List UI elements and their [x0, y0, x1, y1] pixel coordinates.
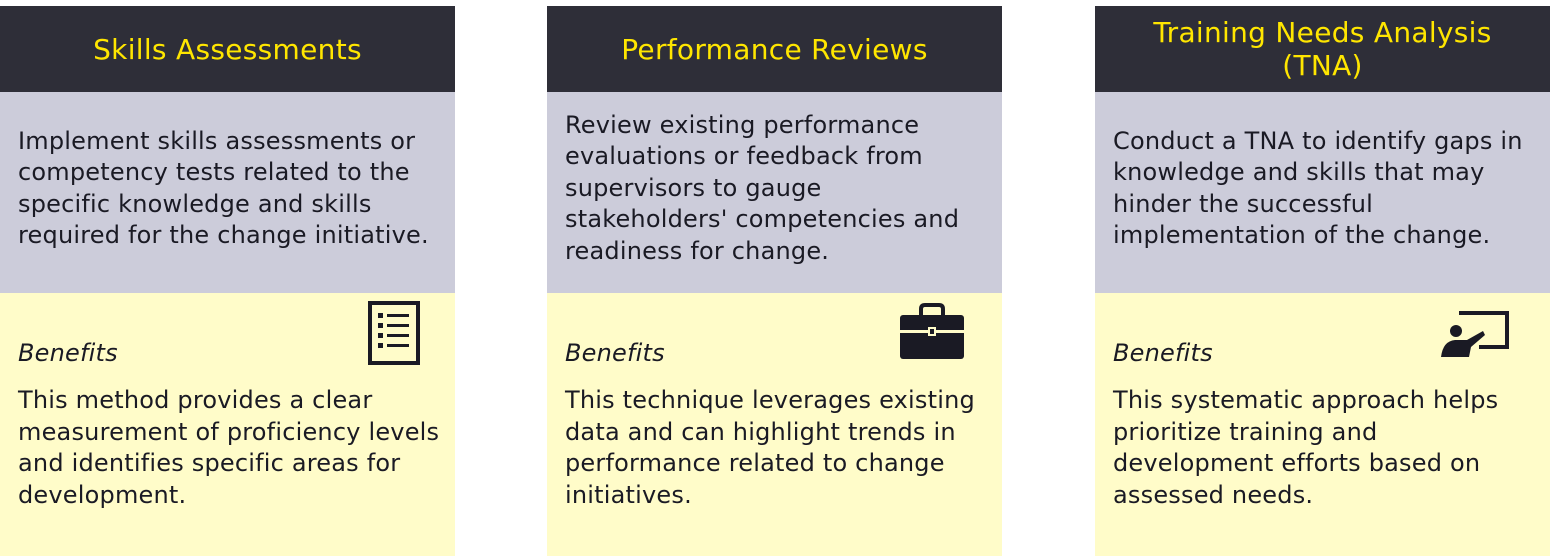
- benefits-panel: Benefits This method provides a clear me…: [0, 293, 455, 556]
- benefits-label: Benefits: [1113, 339, 1213, 367]
- benefits-text: This technique leverages existing data a…: [565, 386, 975, 509]
- description-panel: Implement skills assessments or competen…: [0, 92, 455, 293]
- card-skills-assessments: Skills Assessments Implement skills asse…: [0, 6, 455, 556]
- card-header: Skills Assessments: [0, 6, 455, 92]
- benefits-label: Benefits: [565, 339, 665, 367]
- briefcase-icon: [900, 303, 964, 359]
- description-panel: Review existing performance evaluations …: [547, 92, 1002, 293]
- description-panel: Conduct a TNA to identify gaps in knowle…: [1095, 92, 1550, 293]
- benefits-panel: Benefits This systematic approach helps …: [1095, 293, 1550, 556]
- card-description: Implement skills assessments or competen…: [18, 126, 429, 250]
- card-title: Performance Reviews: [621, 32, 928, 66]
- benefits-text: This method provides a clear measurement…: [18, 386, 440, 509]
- checklist-icon: [368, 301, 420, 365]
- card-description: Conduct a TNA to identify gaps in knowle…: [1113, 126, 1523, 250]
- benefits-text: This systematic approach helps prioritiz…: [1113, 386, 1499, 509]
- presentation-icon: [1441, 311, 1509, 357]
- card-training-needs-analysis: Training Needs Analysis (TNA) Conduct a …: [1095, 6, 1550, 556]
- card-title: Training Needs Analysis (TNA): [1153, 16, 1492, 82]
- card-header: Performance Reviews: [547, 6, 1002, 92]
- card-title: Skills Assessments: [93, 32, 362, 66]
- card-performance-reviews: Performance Reviews Review existing perf…: [547, 6, 1002, 556]
- benefits-label: Benefits: [18, 339, 118, 367]
- card-header: Training Needs Analysis (TNA): [1095, 6, 1550, 92]
- card-description: Review existing performance evaluations …: [565, 110, 960, 265]
- benefits-panel: Benefits This technique leverages existi…: [547, 293, 1002, 556]
